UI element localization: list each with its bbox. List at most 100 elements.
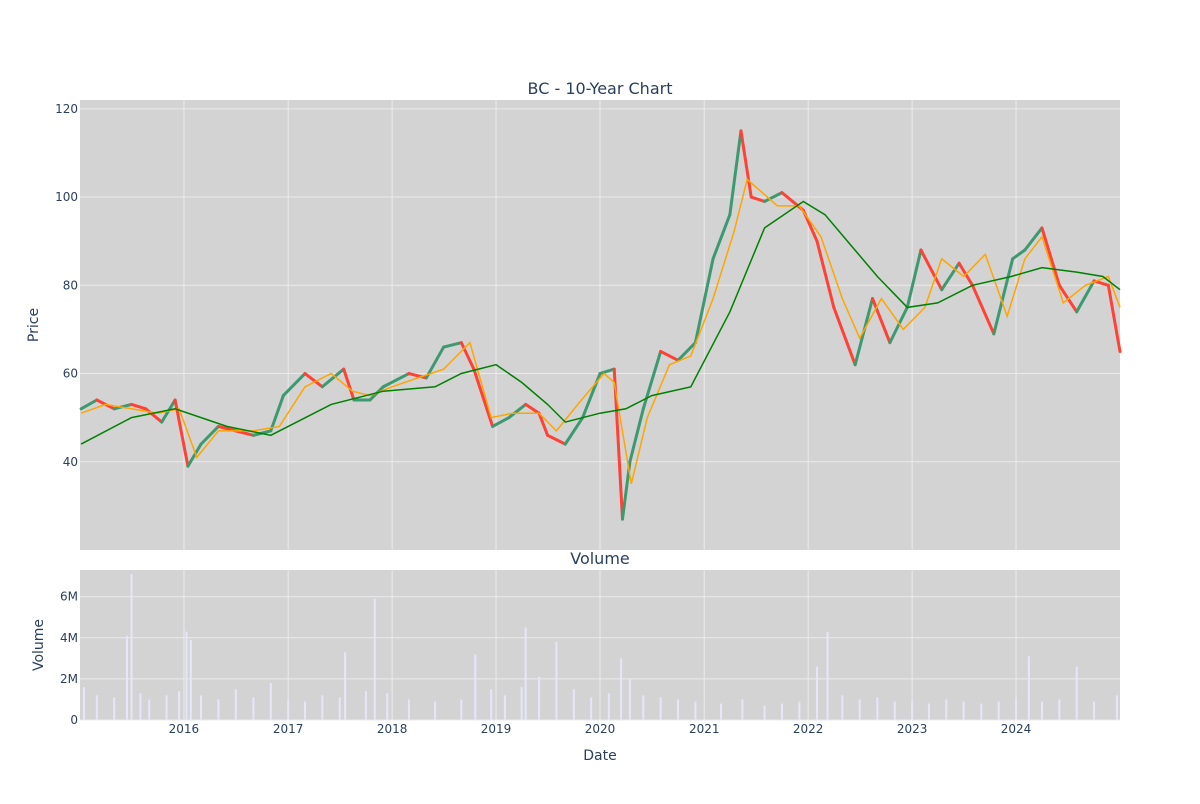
price-segment (728, 129, 743, 217)
volume-bar (927, 703, 930, 720)
volume-y-tick-label: 6M (60, 590, 78, 604)
volume-bar (962, 701, 965, 720)
volume-bar (720, 703, 723, 720)
volume-bar (373, 598, 376, 720)
price-segment (832, 305, 857, 367)
price-segment (269, 394, 285, 433)
volume-bar (841, 695, 844, 720)
x-tick-label: 2020 (585, 722, 616, 736)
volume-bar (798, 701, 801, 720)
price-segment (303, 372, 324, 389)
volume-y-tick-label: 2M (60, 672, 78, 686)
volume-axis-title: Volume (31, 619, 47, 671)
price-segment (424, 345, 446, 380)
price-y-tick-label: 120 (55, 102, 78, 116)
price-segment (693, 257, 715, 345)
volume-chart-title: Volume (570, 549, 630, 568)
volume-bar (287, 699, 290, 720)
price-segment (1023, 226, 1044, 252)
price-segment (628, 407, 645, 464)
volume-bar (815, 666, 818, 720)
price-segment (659, 349, 680, 362)
volume-bar (364, 691, 367, 720)
volume-bar (189, 639, 192, 720)
volume-bar (338, 697, 341, 720)
price-segment (1106, 283, 1122, 353)
price-segment (563, 416, 585, 446)
volume-bar (1027, 656, 1030, 720)
price-segment (281, 372, 307, 398)
volume-bar (130, 574, 133, 720)
volume-bar (1115, 695, 1118, 720)
price-segment (381, 372, 411, 389)
price-segment (598, 367, 616, 376)
volume-bar (555, 641, 558, 720)
volume-bar (178, 691, 181, 720)
volume-bar (997, 701, 1000, 720)
price-segment (342, 367, 356, 402)
price-y-tick-label: 100 (55, 190, 78, 204)
volume-bar (858, 699, 861, 720)
volume-bar (620, 658, 623, 720)
price-segment (130, 402, 148, 411)
price-segment (711, 213, 732, 261)
price-segment (79, 398, 99, 411)
price-y-tick-label: 80 (63, 278, 78, 292)
volume-bar (407, 699, 410, 720)
volume-y-tick-label: 0 (70, 713, 78, 727)
plot-layer: 2016 2017 2018 2019 2020 2021 2022 2023 2024 40 60… (55, 100, 1122, 736)
volume-bar (572, 689, 575, 720)
price-segment (1040, 226, 1061, 287)
price-segment (749, 195, 767, 203)
volume-bar (980, 703, 983, 720)
volume-bar (165, 695, 168, 720)
volume-bar (434, 701, 437, 720)
volume-bar (1075, 666, 1078, 720)
x-tick-label: 2016 (169, 722, 200, 736)
price-segment (992, 257, 1015, 336)
price-segment (871, 297, 892, 345)
volume-bar (474, 654, 477, 720)
price-chart-title: BC - 10-Year Chart (528, 79, 673, 98)
volume-bar (659, 697, 662, 720)
price-segment (442, 341, 463, 349)
volume-bar (303, 701, 306, 720)
price-segment (739, 129, 753, 199)
volume-bar (490, 689, 493, 720)
volume-bar (642, 695, 645, 720)
volume-bar (780, 703, 783, 720)
x-tick-label: 2018 (377, 722, 408, 736)
price-segment (199, 424, 220, 446)
volume-bar (763, 705, 766, 720)
price-segment (815, 239, 836, 309)
x-tick-label: 2024 (1001, 722, 1032, 736)
price-segment (507, 402, 528, 420)
volume-bar (139, 693, 142, 720)
volume-bar (628, 678, 631, 720)
x-tick-label: 2017 (273, 722, 304, 736)
price-segment (970, 283, 996, 336)
volume-bar (1058, 699, 1061, 720)
volume-bar (386, 693, 389, 720)
volume-y-tick-label: 4M (60, 631, 78, 645)
volume-bar (344, 652, 347, 720)
price-segment (919, 248, 944, 292)
volume-bar (524, 627, 527, 720)
price-segment (491, 416, 511, 428)
volume-bar (1093, 701, 1096, 720)
volume-bar (826, 631, 829, 720)
volume-bar (82, 687, 85, 720)
x-tick-label: 2023 (897, 722, 928, 736)
price-y-tick-label: 60 (63, 367, 78, 381)
price-segment (1075, 279, 1096, 314)
x-tick-label: 2019 (481, 722, 512, 736)
x-tick-label: 2021 (689, 722, 720, 736)
volume-bar (520, 687, 523, 720)
volume-bar (185, 631, 188, 720)
price-segment (905, 248, 923, 309)
volume-bar (1040, 701, 1043, 720)
volume-bar (945, 699, 948, 720)
volume-bar (217, 699, 220, 720)
volume-bar (876, 697, 879, 720)
